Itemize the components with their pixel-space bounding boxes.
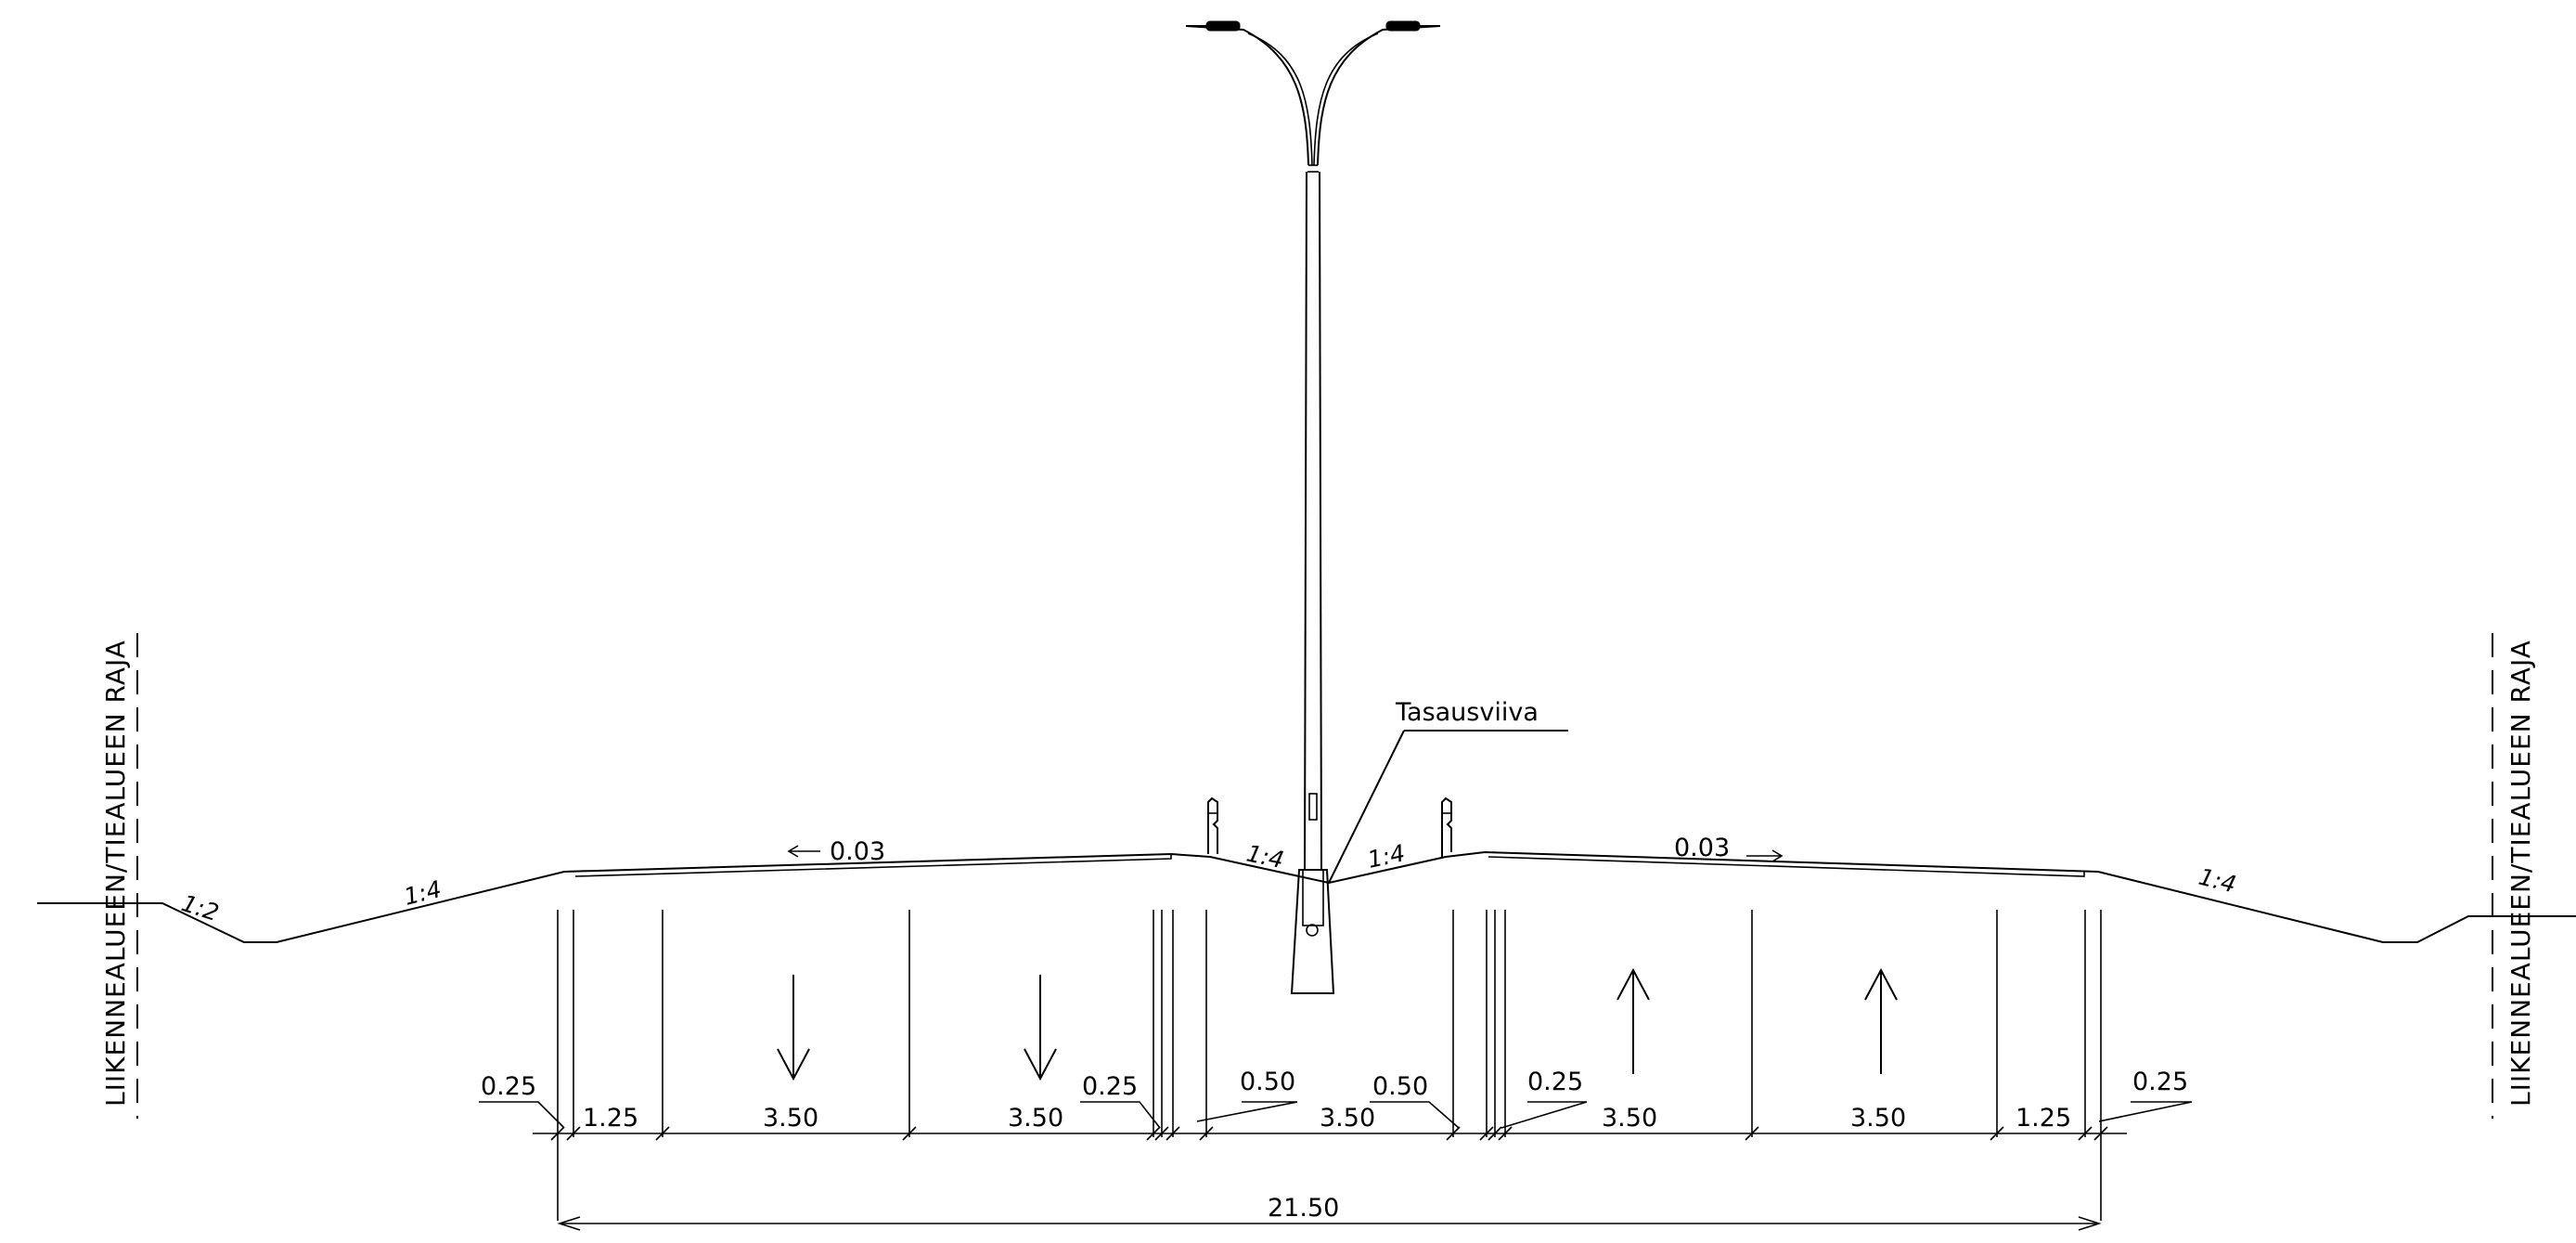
dim-right-inner-edge: 0.25 bbox=[1527, 1068, 1583, 1096]
dim-median-right-offset: 0.50 bbox=[1372, 1072, 1428, 1101]
lane-direction-left-outer-icon bbox=[777, 975, 810, 1081]
dim-left-edge-offset: 0.25 bbox=[481, 1072, 536, 1101]
dim-left-shoulder: 1.25 bbox=[583, 1104, 638, 1133]
crossfall-right: 0.03 bbox=[1674, 834, 1730, 862]
dim-right-edge-offset: 0.25 bbox=[2132, 1068, 2188, 1096]
dim-median-left-offset: 0.50 bbox=[1240, 1068, 1295, 1096]
lane-dimension-line bbox=[533, 1126, 2127, 1141]
total-width-dimension bbox=[557, 1216, 2102, 1231]
dim-left-lane-outer: 3.50 bbox=[763, 1104, 818, 1133]
slope-left-ditch: 1:2 bbox=[178, 889, 222, 926]
slope-right-embankment: 1:4 bbox=[2196, 863, 2239, 899]
crossfall-left: 0.03 bbox=[830, 837, 885, 866]
lane-direction-left-inner-icon bbox=[1024, 975, 1057, 1081]
left-boundary-label: LIIKENNEALUEEN/TIEALUEEN RAJA bbox=[100, 640, 131, 1107]
slope-median-right: 1:4 bbox=[1365, 839, 1407, 874]
luminaire-right bbox=[1385, 20, 1421, 32]
crossfall-right-arrow-icon bbox=[1746, 849, 1784, 862]
dim-total-width: 21.50 bbox=[1268, 1194, 1339, 1223]
luminaire-left bbox=[1205, 20, 1241, 32]
profile-label: Tasausviiva bbox=[1395, 698, 1539, 727]
dim-right-lane-inner: 3.50 bbox=[1602, 1104, 1657, 1133]
right-boundary-label: LIIKENNEALUEEN/TIEALUEEN RAJA bbox=[2505, 640, 2536, 1107]
crossfall-left-arrow-icon bbox=[787, 845, 820, 858]
dimension-leaders bbox=[479, 1101, 2193, 1129]
median-barrier-left bbox=[1207, 796, 1218, 854]
lighting-pole bbox=[1185, 20, 1441, 994]
lane-direction-right-outer-icon bbox=[1864, 967, 1898, 1074]
lane-lines bbox=[557, 910, 2102, 1221]
profile-leader bbox=[1328, 730, 1568, 884]
dim-right-lane-outer: 3.50 bbox=[1850, 1104, 1906, 1133]
slope-left-embankment: 1:4 bbox=[401, 875, 444, 911]
lane-direction-right-inner-icon bbox=[1616, 967, 1650, 1074]
median-barrier-right bbox=[1441, 796, 1452, 857]
dim-left-inner-edge: 0.25 bbox=[1082, 1072, 1138, 1101]
dim-left-lane-inner: 3.50 bbox=[1008, 1104, 1063, 1133]
dim-right-shoulder: 1.25 bbox=[2016, 1104, 2071, 1133]
dim-median: 3.50 bbox=[1320, 1104, 1375, 1133]
slope-median-left: 1:4 bbox=[1244, 840, 1286, 874]
